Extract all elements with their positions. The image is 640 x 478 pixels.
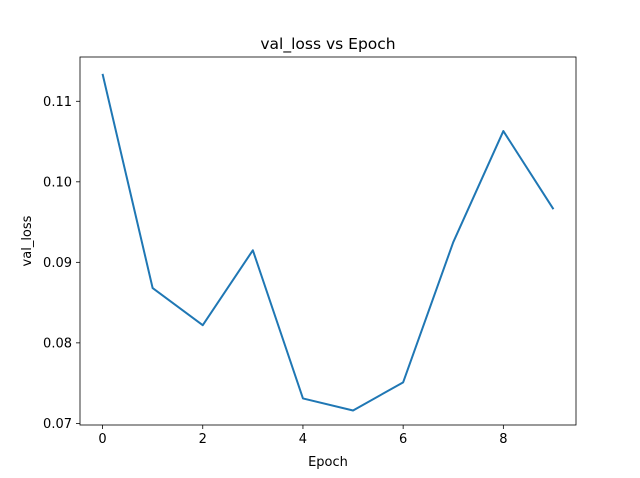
x-tick-label: 4 <box>299 432 307 447</box>
series-line-val_loss <box>101 73 555 412</box>
plot-frame <box>79 56 577 426</box>
x-axis-label: Epoch <box>308 455 348 470</box>
x-tick-label: 6 <box>399 432 407 447</box>
y-tick-label: 0.08 <box>43 336 72 351</box>
plot-area <box>80 57 576 425</box>
y-tick-label: 0.07 <box>43 417 72 432</box>
x-tick-label: 0 <box>98 432 106 447</box>
series-layer <box>101 73 555 412</box>
y-axis-label: val_loss <box>20 215 35 266</box>
x-axis-ticks: 0 2 4 6 8 <box>98 425 507 447</box>
y-tick-label: 0.10 <box>43 175 72 190</box>
y-tick-label: 0.11 <box>43 95 72 110</box>
y-tick-label: 0.09 <box>43 256 72 271</box>
x-tick-label: 2 <box>199 432 207 447</box>
chart-title: val_loss vs Epoch <box>260 35 395 54</box>
x-tick-label: 8 <box>499 432 507 447</box>
y-axis-ticks: 0.07 0.08 0.09 0.10 0.11 <box>43 95 80 432</box>
